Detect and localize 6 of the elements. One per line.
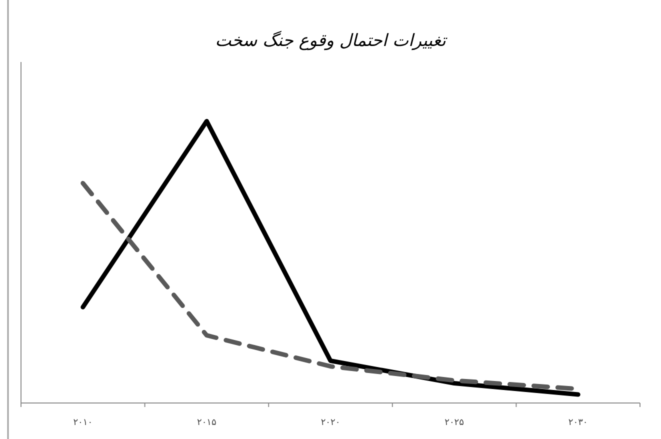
x-tick-label: ۲۰۳۰ bbox=[568, 418, 588, 428]
x-tick-label: ۲۰۱۰ bbox=[73, 418, 93, 428]
x-tick-label: ۲۰۲۵ bbox=[444, 418, 464, 428]
x-tick-label: ۲۰۲۰ bbox=[320, 418, 340, 428]
chart-title: تغییرات احتمال وقوع جنگ سخت bbox=[215, 30, 448, 51]
x-tick-label: ۲۰۱۵ bbox=[197, 418, 217, 428]
